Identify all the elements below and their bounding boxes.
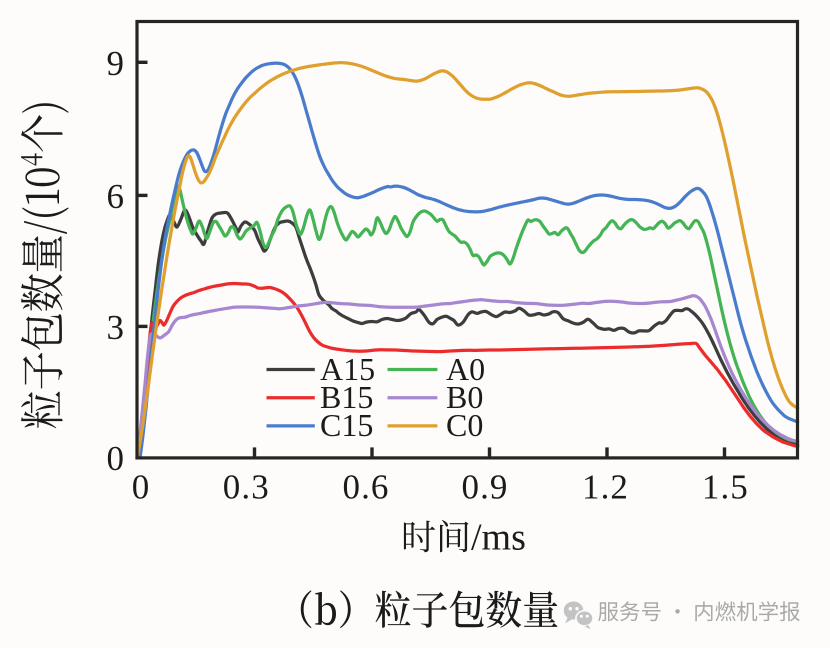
svg-text:B0: B0 xyxy=(446,379,483,415)
svg-text:9: 9 xyxy=(107,44,125,83)
svg-text:6: 6 xyxy=(107,177,125,216)
svg-text:A0: A0 xyxy=(446,351,485,387)
svg-text:0.6: 0.6 xyxy=(342,467,389,506)
svg-text:A15: A15 xyxy=(320,351,375,387)
svg-text:1.5: 1.5 xyxy=(702,467,749,506)
svg-text:3: 3 xyxy=(107,308,125,347)
svg-text:0.3: 0.3 xyxy=(223,467,270,506)
svg-text:B15: B15 xyxy=(320,379,373,415)
svg-text:C0: C0 xyxy=(446,407,483,443)
svg-text:1.2: 1.2 xyxy=(582,467,629,506)
svg-text:0: 0 xyxy=(107,439,125,478)
svg-text:0.9: 0.9 xyxy=(461,467,508,506)
svg-text:0: 0 xyxy=(132,467,151,506)
svg-text:C15: C15 xyxy=(320,407,373,443)
svg-text:/ms: /ms xyxy=(471,517,526,559)
